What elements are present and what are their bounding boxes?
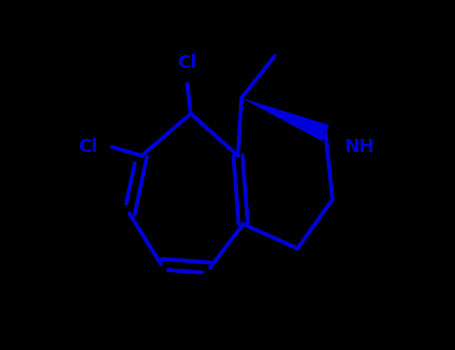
Polygon shape (242, 98, 329, 141)
Text: Cl: Cl (177, 54, 197, 72)
Text: NH: NH (345, 138, 375, 156)
Text: Cl: Cl (78, 138, 97, 156)
